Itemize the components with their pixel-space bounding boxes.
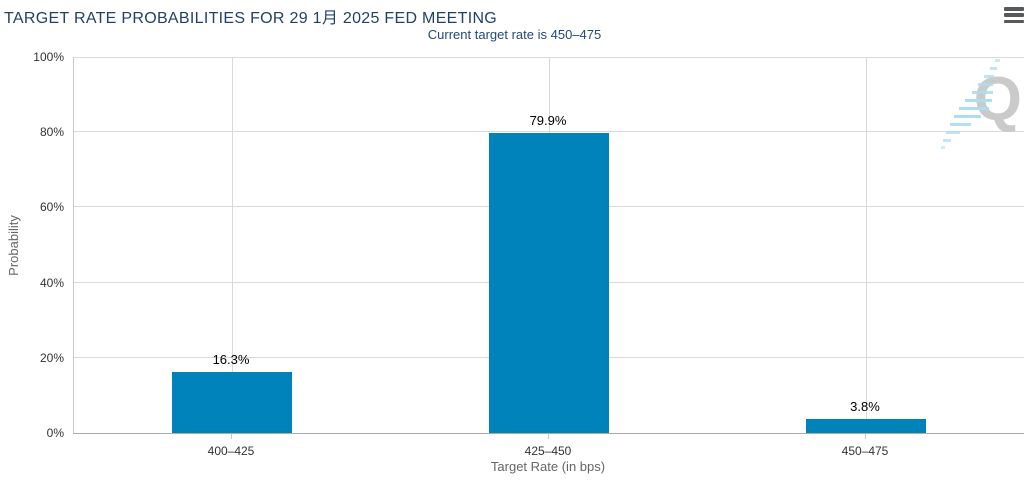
y-tick-label: 100% — [33, 50, 64, 64]
y-tick-label: 40% — [39, 275, 64, 290]
probability-bar-425–450[interactable] — [489, 133, 609, 433]
hamburger-bar — [1004, 7, 1024, 11]
x-axis-tick — [231, 434, 232, 439]
x-tick-label: 425–450 — [524, 444, 572, 458]
chart-subtitle: Current target rate is 450–475 — [427, 27, 602, 42]
y-tick-label: 60% — [39, 200, 64, 215]
bar-value-label: 3.8% — [850, 399, 880, 414]
y-tick-label: 0% — [46, 426, 64, 440]
x-tick-label: 400–425 — [207, 444, 255, 458]
chart-title: TARGET RATE PROBABILITIES FOR 29 1月 2025… — [4, 10, 498, 27]
x-axis-title: Target Rate (in bps) — [490, 459, 606, 474]
bar-value-label: 16.3% — [212, 352, 250, 367]
x-tick-label: 450–475 — [841, 444, 889, 458]
y-axis-title: Probability — [5, 214, 21, 276]
y-tick-label: 80% — [39, 125, 64, 140]
hamburger-menu-icon[interactable] — [1004, 7, 1024, 23]
probability-bar-400–425[interactable] — [172, 372, 292, 433]
x-axis-tick — [548, 434, 549, 439]
plot-area — [73, 57, 1024, 434]
bar-value-label: 79.9% — [529, 113, 567, 128]
x-axis-tick — [865, 434, 866, 439]
y-tick-label: 20% — [39, 350, 64, 365]
category-gridline — [232, 57, 233, 433]
hamburger-bar — [1004, 19, 1024, 23]
hamburger-bar — [1004, 13, 1024, 17]
probability-bar-450–475[interactable] — [806, 419, 926, 433]
category-gridline — [866, 57, 867, 433]
